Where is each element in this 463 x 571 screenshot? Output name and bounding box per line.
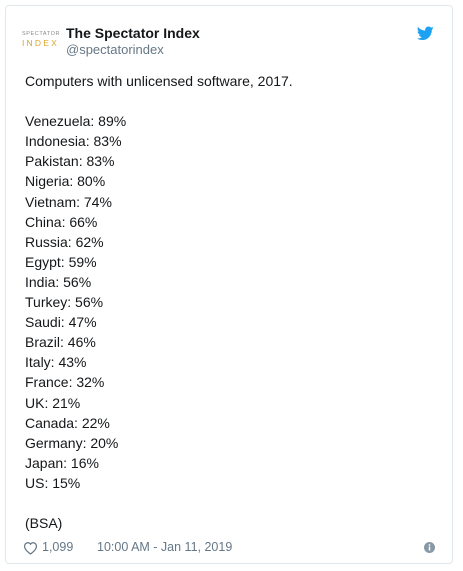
list-item: Venezuela: 89% (25, 113, 127, 130)
list-item: UK: 21% (25, 394, 81, 411)
like-count[interactable]: 1,099 (42, 540, 74, 554)
avatar-logo-bottom: INDEX (22, 37, 59, 48)
list-item: Italy: 43% (25, 354, 87, 371)
list-item: Turkey: 56% (25, 294, 104, 311)
list-item: Russia: 62% (25, 233, 104, 250)
list-item: Japan: 16% (25, 454, 99, 471)
list-item: India: 56% (25, 273, 92, 290)
list-item: Indonesia: 83% (25, 133, 122, 150)
list-item: Nigeria: 80% (25, 173, 106, 190)
tweet-card: SPECTATOR INDEX The Spectator Index @spe… (5, 5, 453, 564)
tweet-text: Computers with unlicensed software, 2017… (25, 71, 435, 533)
info-icon[interactable] (424, 542, 435, 553)
list-item: Saudi: 47% (25, 314, 97, 331)
display-name[interactable]: The Spectator Index (66, 25, 200, 41)
list-item: France: 32% (25, 374, 105, 391)
list-item: Egypt: 59% (25, 253, 97, 270)
list-item: Brazil: 46% (25, 334, 96, 351)
tweet-timestamp[interactable]: 10:00 AM - Jan 11, 2019 (97, 540, 233, 554)
tweet-source: (BSA) (25, 515, 63, 532)
list-item: US: 15% (25, 474, 81, 491)
avatar[interactable]: SPECTATOR INDEX (22, 28, 61, 54)
blank-line (25, 493, 435, 513)
twitter-bird-icon[interactable] (417, 26, 434, 41)
blank-line (25, 91, 435, 111)
list-item: Vietnam: 74% (25, 193, 112, 210)
list-item: China: 66% (25, 213, 98, 230)
avatar-logo-top: SPECTATOR (22, 31, 61, 37)
tweet-title: Computers with unlicensed software, 2017… (25, 73, 293, 89)
list-item: Canada: 22% (25, 414, 110, 431)
tweet-footer: 1,099 10:00 AM - Jan 11, 2019 (23, 539, 435, 557)
tweet-header: SPECTATOR INDEX The Spectator Index @spe… (6, 6, 452, 62)
list-item: Pakistan: 83% (25, 153, 115, 170)
list-item: Germany: 20% (25, 434, 119, 451)
heart-icon[interactable] (23, 541, 38, 555)
user-handle[interactable]: @spectatorindex (66, 42, 164, 57)
